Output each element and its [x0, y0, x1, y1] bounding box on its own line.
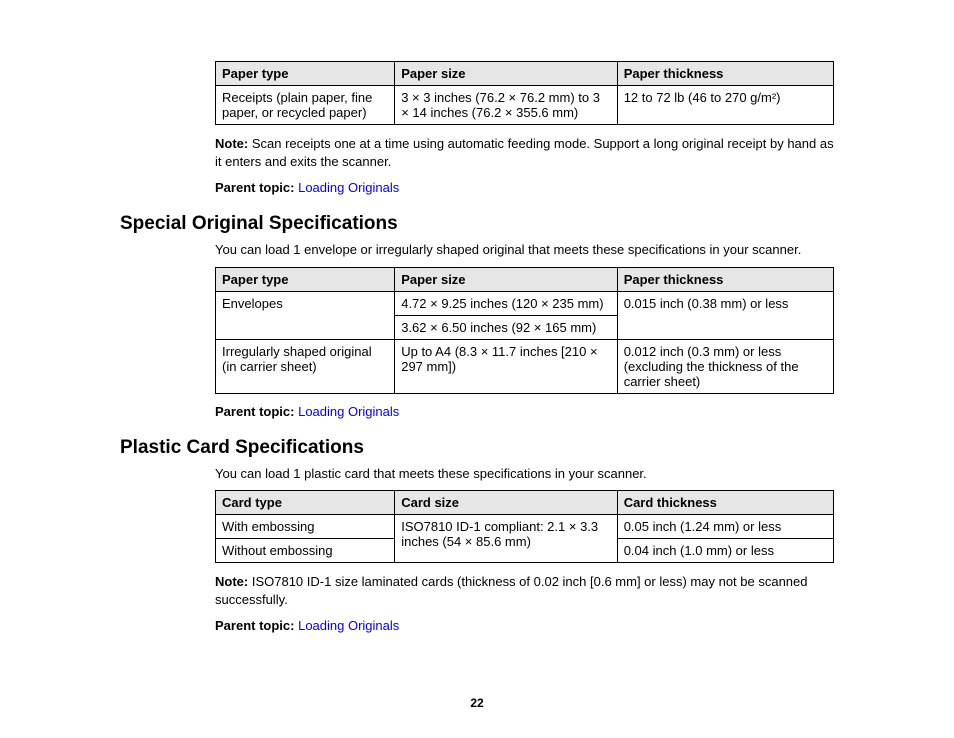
cell-paper-type: Envelopes — [216, 291, 395, 339]
cell-paper-type: Irregularly shaped original (in carrier … — [216, 339, 395, 393]
cell-paper-type: Receipts (plain paper, fine paper, or re… — [216, 86, 395, 125]
note-label: Note: — [215, 574, 248, 589]
parent-topic: Parent topic: Loading Originals — [215, 404, 834, 419]
document-page: Paper type Paper size Paper thickness Re… — [0, 0, 954, 738]
parent-topic: Parent topic: Loading Originals — [215, 180, 834, 195]
parent-topic: Parent topic: Loading Originals — [215, 618, 834, 633]
plastic-intro: You can load 1 plastic card that meets t… — [215, 465, 834, 483]
cell-paper-size: 3.62 × 6.50 inches (92 × 165 mm) — [395, 315, 617, 339]
section-receipts: Paper type Paper size Paper thickness Re… — [215, 61, 834, 195]
cell-paper-size: 4.72 × 9.25 inches (120 × 235 mm) — [395, 291, 617, 315]
table-header-row: Card type Card size Card thickness — [216, 491, 834, 515]
parent-topic-link[interactable]: Loading Originals — [298, 618, 399, 633]
col-header-paper-type: Paper type — [216, 62, 395, 86]
section-plastic-card: You can load 1 plastic card that meets t… — [215, 465, 834, 634]
receipts-note: Note: Scan receipts one at a time using … — [215, 135, 834, 170]
special-table: Paper type Paper size Paper thickness En… — [215, 267, 834, 394]
cell-card-size: ISO7810 ID-1 compliant: 2.1 × 3.3 inches… — [395, 515, 617, 563]
col-header-card-thick: Card thickness — [617, 491, 833, 515]
cell-paper-size: Up to A4 (8.3 × 11.7 inches [210 × 297 m… — [395, 339, 617, 393]
parent-topic-link[interactable]: Loading Originals — [298, 404, 399, 419]
plastic-note: Note: ISO7810 ID-1 size laminated cards … — [215, 573, 834, 608]
col-header-card-size: Card size — [395, 491, 617, 515]
cell-card-thick: 0.04 inch (1.0 mm) or less — [617, 539, 833, 563]
receipts-table: Paper type Paper size Paper thickness Re… — [215, 61, 834, 125]
note-label: Note: — [215, 136, 248, 151]
parent-topic-label: Parent topic: — [215, 404, 294, 419]
col-header-paper-size: Paper size — [395, 62, 617, 86]
col-header-paper-thick: Paper thickness — [617, 267, 833, 291]
parent-topic-label: Parent topic: — [215, 618, 294, 633]
col-header-paper-type: Paper type — [216, 267, 395, 291]
section-special-original: You can load 1 envelope or irregularly s… — [215, 241, 834, 419]
plastic-table: Card type Card size Card thickness With … — [215, 490, 834, 563]
special-intro: You can load 1 envelope or irregularly s… — [215, 241, 834, 259]
table-row: Irregularly shaped original (in carrier … — [216, 339, 834, 393]
cell-paper-size: 3 × 3 inches (76.2 × 76.2 mm) to 3 × 14 … — [395, 86, 617, 125]
cell-paper-thick: 0.012 inch (0.3 mm) or less (excluding t… — [617, 339, 833, 393]
col-header-paper-thick: Paper thickness — [617, 62, 833, 86]
parent-topic-label: Parent topic: — [215, 180, 294, 195]
cell-paper-thick: 12 to 72 lb (46 to 270 g/m²) — [617, 86, 833, 125]
col-header-card-type: Card type — [216, 491, 395, 515]
heading-plastic-card: Plastic Card Specifications — [120, 437, 834, 459]
table-header-row: Paper type Paper size Paper thickness — [216, 62, 834, 86]
table-header-row: Paper type Paper size Paper thickness — [216, 267, 834, 291]
cell-paper-thick: 0.015 inch (0.38 mm) or less — [617, 291, 833, 339]
page-number: 22 — [0, 696, 954, 710]
cell-card-type: With embossing — [216, 515, 395, 539]
table-row: Receipts (plain paper, fine paper, or re… — [216, 86, 834, 125]
cell-card-thick: 0.05 inch (1.24 mm) or less — [617, 515, 833, 539]
heading-special-original: Special Original Specifications — [120, 213, 834, 235]
table-row: Envelopes 4.72 × 9.25 inches (120 × 235 … — [216, 291, 834, 315]
table-row: With embossing ISO7810 ID-1 compliant: 2… — [216, 515, 834, 539]
cell-card-type: Without embossing — [216, 539, 395, 563]
note-text: Scan receipts one at a time using automa… — [215, 136, 834, 169]
note-text: ISO7810 ID-1 size laminated cards (thick… — [215, 574, 808, 607]
col-header-paper-size: Paper size — [395, 267, 617, 291]
parent-topic-link[interactable]: Loading Originals — [298, 180, 399, 195]
